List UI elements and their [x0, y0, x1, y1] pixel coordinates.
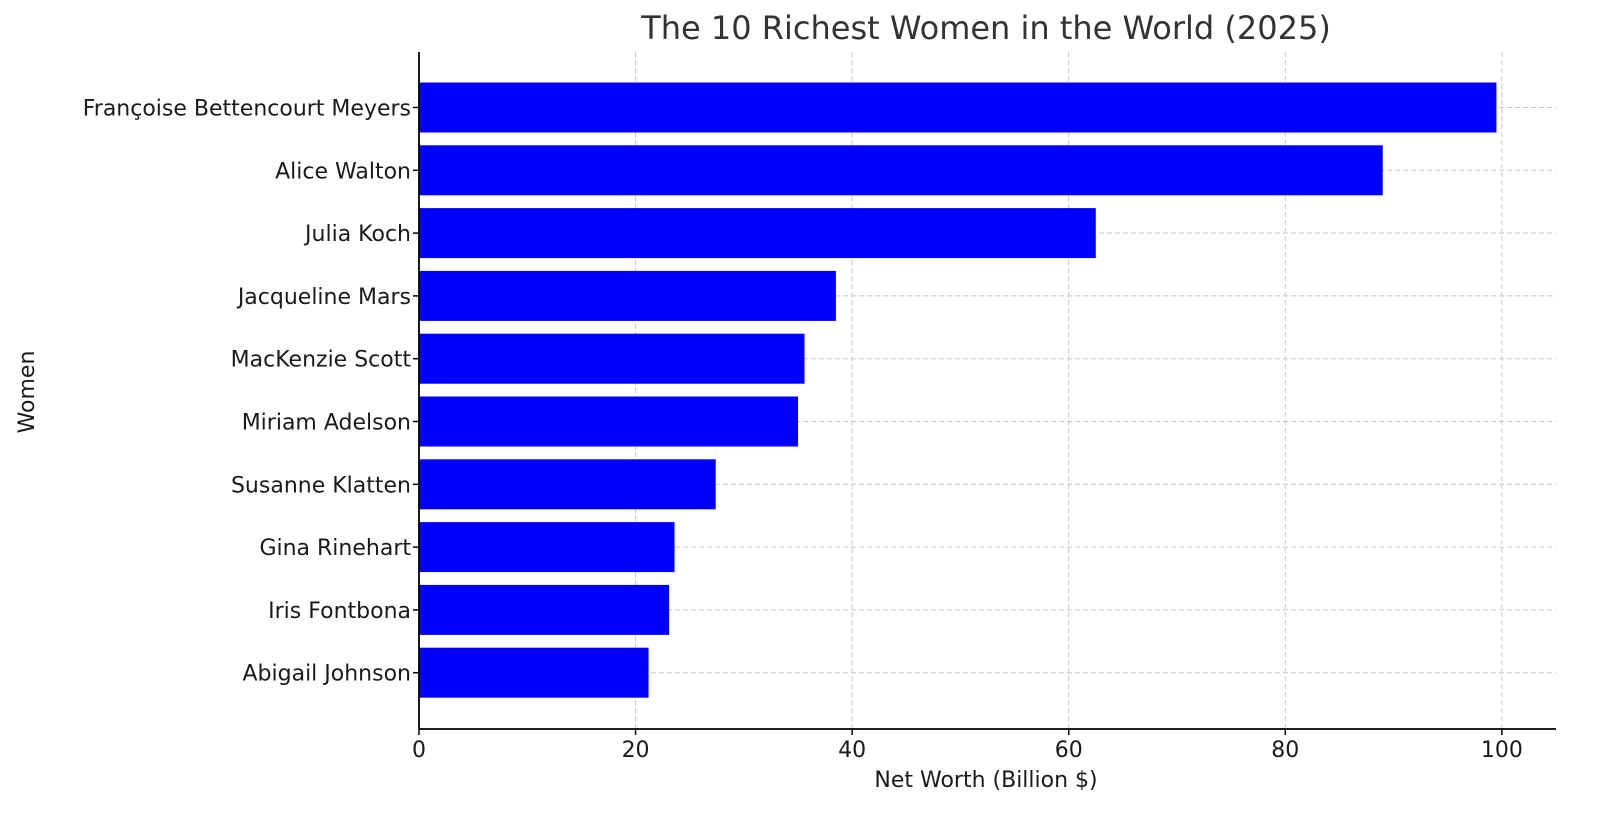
- bar: [419, 522, 675, 573]
- y-tick-label: Jacqueline Mars: [236, 285, 411, 310]
- bar: [419, 396, 798, 447]
- y-tick-label: Julia Koch: [303, 222, 411, 247]
- x-tick-label: 40: [838, 738, 866, 763]
- bar: [419, 459, 716, 510]
- y-tick-label: Susanne Klatten: [231, 473, 411, 498]
- x-tick-label: 80: [1271, 738, 1299, 763]
- y-tick-label: Miriam Adelson: [242, 411, 411, 436]
- bar: [419, 647, 649, 698]
- bar: [419, 270, 836, 321]
- x-tick-label: 100: [1481, 738, 1523, 763]
- x-tick-label: 60: [1055, 738, 1083, 763]
- y-axis-label: Women: [15, 351, 40, 434]
- x-tick-label: 20: [622, 738, 650, 763]
- axes-layer: [418, 52, 1556, 730]
- ticks-layer: 0 20 40 60 80 100 Françoise Bettencourt Meyers…: [83, 97, 1523, 764]
- y-tick-label: Françoise Bettencourt Meyers: [83, 97, 411, 122]
- x-axis-label: Net Worth (Billion $): [874, 768, 1097, 793]
- bar: [419, 145, 1383, 196]
- y-tick-label: Iris Fontbona: [268, 599, 411, 624]
- y-tick-label: MacKenzie Scott: [231, 348, 412, 373]
- y-tick-label: Gina Rinehart: [259, 536, 411, 561]
- x-tick-label: 0: [412, 738, 426, 763]
- chart-title: The 10 Richest Women in the World (2025): [640, 9, 1331, 47]
- bars-layer: [419, 82, 1497, 698]
- y-tick-label: Abigail Johnson: [243, 662, 412, 687]
- bar: [419, 333, 805, 384]
- y-tick-label: Alice Walton: [275, 159, 411, 184]
- bar: [419, 584, 670, 635]
- bar: [419, 208, 1096, 259]
- bar: [419, 82, 1497, 133]
